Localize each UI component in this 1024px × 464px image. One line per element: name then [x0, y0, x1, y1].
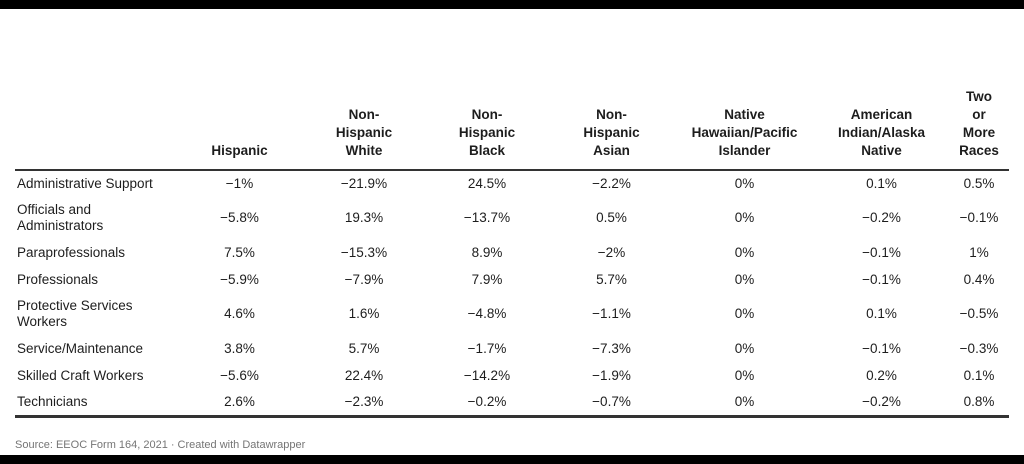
cell-value: −1%	[225, 176, 254, 191]
cell-value: −4.8%	[467, 306, 507, 321]
cell-value: 3.8%	[224, 340, 255, 356]
row-label: Service/Maintenance	[17, 340, 144, 356]
data-table: Hispanic Non- Hispanic White Non- Hispan…	[15, 88, 1009, 418]
cell-value: −0.2%	[862, 210, 901, 225]
row-label: Protective Services Workers	[17, 298, 133, 329]
cell-value: −0.2%	[426, 389, 548, 418]
table-row-paraprofessionals: Paraprofessionals 7.5% −15.3% 8.9% −2% 0…	[15, 239, 1009, 266]
cell-value: 22.4%	[344, 367, 384, 383]
cell-value: −5.6%	[220, 367, 259, 383]
cell-value: −2.2%	[592, 176, 631, 191]
row-label: Administrative Support	[17, 176, 153, 191]
footer-separator: ·	[170, 439, 175, 451]
cell-value: 0%	[734, 306, 755, 321]
cell-value: −0.1%	[862, 340, 901, 356]
cell-value: −1.1%	[592, 306, 631, 321]
column-header-non-hispanic-white: Non- Hispanic White	[302, 88, 426, 171]
row-label: Technicians	[15, 389, 177, 418]
source-text: Source: EEOC Form 164, 2021	[15, 439, 168, 451]
cell-value: 19.3%	[344, 210, 384, 225]
column-header-two-or-more-races: Two or More Races	[949, 88, 1009, 171]
header-row: Hispanic Non- Hispanic White Non- Hispan…	[15, 88, 1009, 171]
cell-value: 1%	[969, 244, 989, 260]
cell-value: 0%	[734, 244, 755, 260]
cell-value: −0.1%	[862, 271, 901, 287]
table-row-administrative-support: Administrative Support −1% −21.9% 24.5% …	[15, 170, 1009, 197]
cell-value: −1.7%	[467, 340, 507, 356]
cell-value: −5.8%	[220, 210, 259, 225]
cell-value: −13.7%	[463, 210, 511, 225]
cell-value: −0.2%	[814, 389, 949, 418]
table-row-skilled-craft-workers: Skilled Craft Workers −5.6% 22.4% −14.2%…	[15, 362, 1009, 389]
row-label: Paraprofessionals	[17, 244, 126, 260]
table-row-protective-services-workers: Protective Services Workers 4.6% 1.6% −4…	[15, 293, 1009, 335]
cell-value: 0%	[734, 176, 755, 191]
cell-value: −14.2%	[463, 367, 511, 383]
cell-value: 0.1%	[866, 306, 897, 321]
cell-value: 0.2%	[866, 367, 897, 383]
bottom-black-bar	[0, 455, 1024, 464]
top-black-bar	[0, 0, 1024, 9]
table-row-officials-and-administrators: Officials and Administrators −5.8% 19.3%…	[15, 197, 1009, 239]
cell-value: −0.1%	[862, 244, 901, 260]
cell-value: −0.5%	[959, 306, 999, 321]
footer: Source: EEOC Form 164, 2021 · Created with…	[15, 438, 305, 452]
cell-value: −0.1%	[959, 210, 999, 225]
cell-value: 0.8%	[949, 389, 1009, 418]
cell-value: 7.5%	[224, 244, 255, 260]
column-header-native-hawaiian-pacific-islander: Native Hawaiian/Pacific Islander	[675, 88, 814, 171]
cell-value: 24.5%	[467, 176, 507, 191]
cell-value: 7.9%	[471, 271, 503, 287]
table-row-professionals: Professionals −5.9% −7.9% 7.9% 5.7% 0% −…	[15, 266, 1009, 293]
column-header-hispanic: Hispanic	[177, 88, 302, 171]
column-header-blank	[15, 88, 177, 171]
table-row-technicians: Technicians 2.6% −2.3% −0.2% −0.7% 0% −0…	[15, 389, 1009, 418]
cell-value: 0.5%	[596, 210, 627, 225]
row-label: Skilled Craft Workers	[17, 367, 144, 383]
cell-value: −21.9%	[340, 176, 388, 191]
column-header-american-indian-alaska-native: American Indian/Alaska Native	[814, 88, 949, 171]
cell-value: 1.6%	[348, 306, 380, 321]
cell-value: 0%	[675, 389, 814, 418]
datawrapper-attribution-link[interactable]: Created with Datawrapper	[177, 439, 306, 451]
cell-value: 0%	[734, 340, 755, 356]
cell-value: 0.4%	[963, 271, 995, 287]
cell-value: 0.1%	[963, 367, 995, 383]
row-label: Professionals	[17, 271, 99, 287]
column-header-non-hispanic-asian: Non- Hispanic Asian	[548, 88, 675, 171]
cell-value: 0%	[734, 367, 755, 383]
cell-value: 2.6%	[177, 389, 302, 418]
row-label: Officials and Administrators	[17, 202, 104, 233]
cell-value: 0%	[734, 271, 755, 287]
cell-value: 8.9%	[471, 244, 503, 260]
cell-value: 0%	[734, 210, 755, 225]
cell-value: 0.1%	[866, 176, 897, 191]
cell-value: −5.9%	[220, 271, 259, 287]
cell-value: 4.6%	[224, 306, 255, 321]
table-row-service-maintenance: Service/Maintenance 3.8% 5.7% −1.7% −7.3…	[15, 335, 1009, 362]
column-header-non-hispanic-black: Non- Hispanic Black	[426, 88, 548, 171]
cell-value: −7.3%	[592, 340, 631, 356]
cell-value: −0.3%	[959, 340, 999, 356]
cell-value: 5.7%	[596, 271, 627, 287]
cell-value: −2.3%	[302, 389, 426, 418]
cell-value: 0.5%	[963, 176, 995, 191]
cell-value: −1.9%	[592, 367, 631, 383]
cell-value: −2%	[597, 244, 626, 260]
cell-value: −0.7%	[548, 389, 675, 418]
cell-value: 5.7%	[348, 340, 380, 356]
cell-value: −15.3%	[340, 244, 388, 260]
cell-value: −7.9%	[344, 271, 384, 287]
